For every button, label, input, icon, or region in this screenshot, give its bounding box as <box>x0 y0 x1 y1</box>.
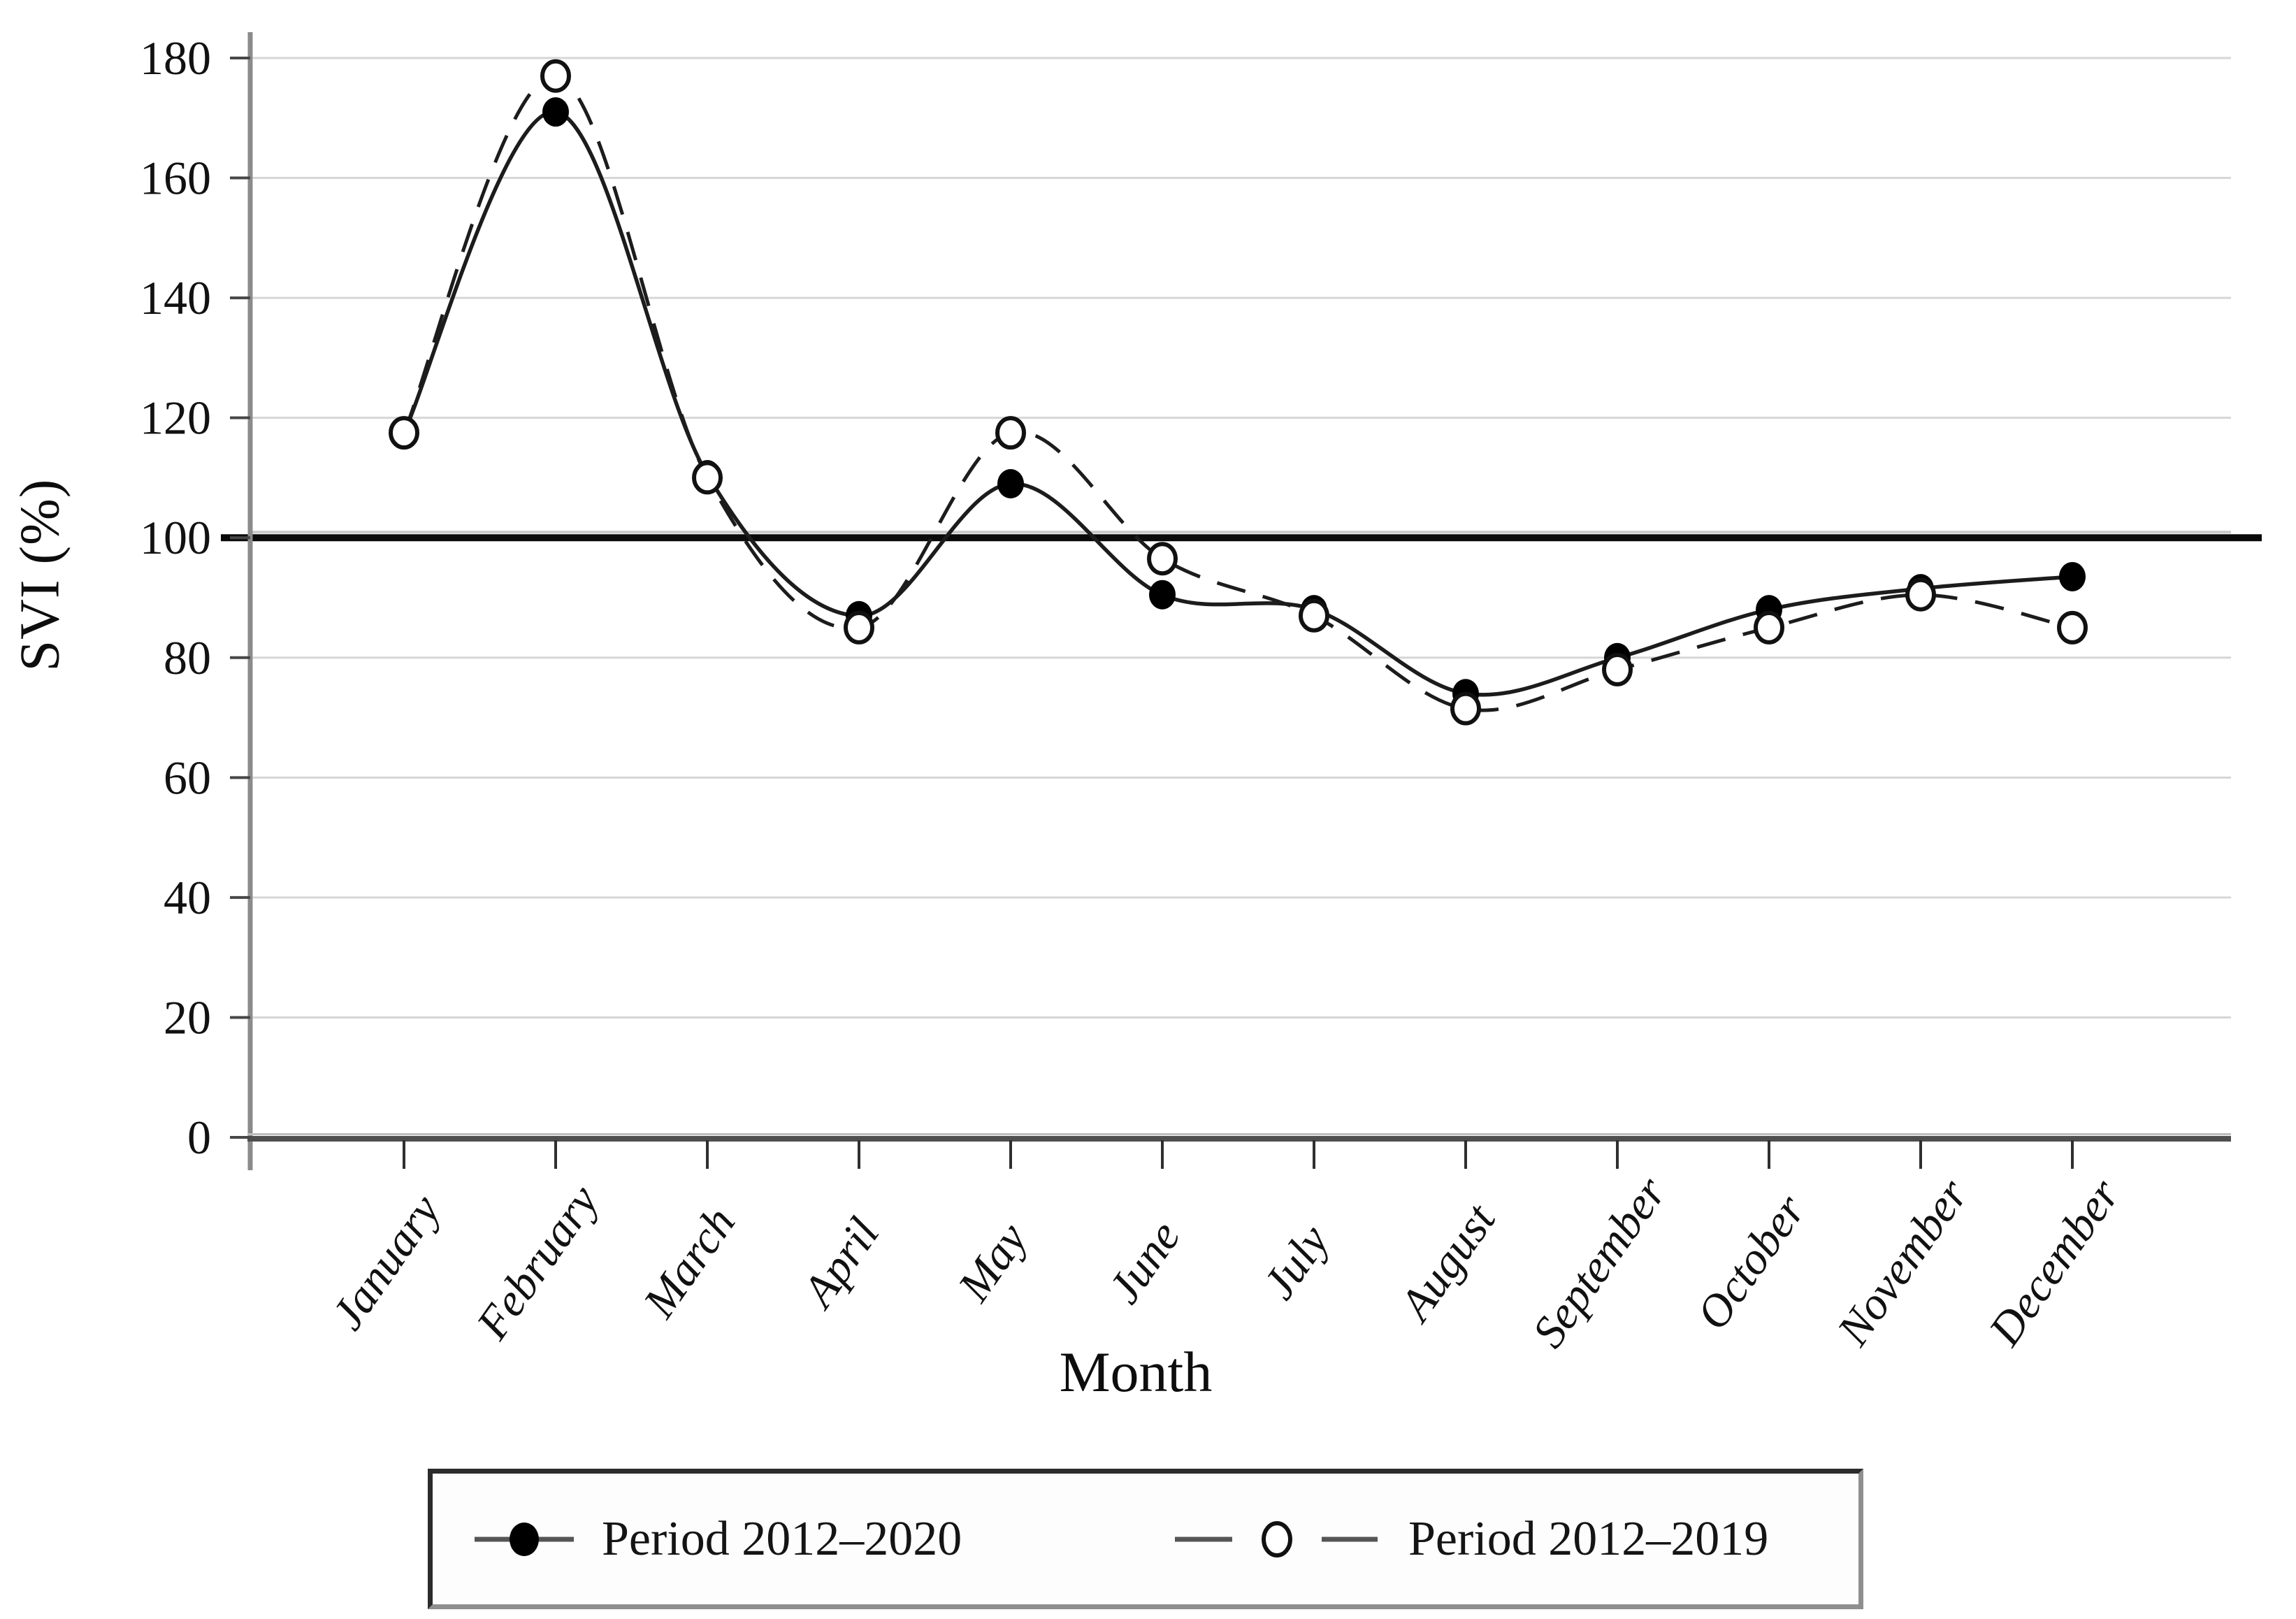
y-tick-label: 100 <box>140 511 211 564</box>
x-tick-label: January <box>322 1186 450 1339</box>
x-axis-title: Month <box>1059 1340 1213 1404</box>
data-point-open-may <box>995 416 1026 450</box>
data-point-open-december <box>2057 610 2088 645</box>
x-tick-label: February <box>466 1176 609 1348</box>
legend-label: Period 2012–2019 <box>1408 1511 1769 1566</box>
legend-label: Period 2012–2020 <box>602 1511 962 1566</box>
legend: Period 2012–2020 Period 2012–2019 <box>428 1469 1863 1609</box>
y-tick-label: 160 <box>140 152 211 205</box>
data-point-open-february <box>540 59 571 93</box>
x-tick-label: April <box>791 1209 889 1318</box>
x-tick-label: October <box>1687 1186 1815 1339</box>
data-point-open-november <box>1905 577 1936 612</box>
y-axis-title: SVI (%) <box>9 478 71 672</box>
x-tick-label: September <box>1523 1167 1677 1356</box>
x-tick-label: March <box>633 1198 745 1327</box>
y-tick-label: 20 <box>164 991 211 1044</box>
data-point-open-september <box>1602 652 1633 686</box>
data-point-filled-june <box>1149 580 1176 610</box>
legend-item-period-2012-2020: Period 2012–2020 <box>473 1511 962 1567</box>
x-tick-label: November <box>1827 1170 1978 1355</box>
filled-circle-solid-line-icon <box>475 1522 574 1556</box>
series-line-solid <box>402 110 2073 697</box>
x-tick-label: December <box>1979 1170 2130 1355</box>
data-point-open-april <box>844 610 874 645</box>
x-tick-labels: January February March April May June July Augu… <box>322 1167 2130 1356</box>
data-point-open-july <box>1299 598 1329 633</box>
y-tick-label: 0 <box>187 1111 211 1164</box>
y-tick-label: 40 <box>164 871 211 924</box>
data-point-open-january <box>389 416 419 450</box>
axis-ticks <box>230 56 2074 1169</box>
data-point-filled-december <box>2059 561 2086 591</box>
y-tick-label: 180 <box>140 31 211 85</box>
data-point-filled-may <box>997 468 1024 498</box>
y-tick-label: 140 <box>140 271 211 324</box>
data-point-filled-february <box>542 97 569 127</box>
y-tick-label: 60 <box>164 751 211 804</box>
legend-item-period-2012-2019: Period 2012–2019 <box>1172 1511 1768 1567</box>
series-lines <box>402 74 2073 712</box>
data-point-open-march <box>692 461 723 495</box>
x-tick-label: June <box>1099 1212 1190 1313</box>
data-point-open-june <box>1147 542 1178 576</box>
series-markers <box>389 59 2088 726</box>
open-circle-dashed-line-icon <box>1175 1520 1378 1557</box>
series-line-dashed <box>402 74 2073 712</box>
y-tick-labels: 0 20 40 60 80 100 120 140 160 180 <box>140 31 211 1164</box>
data-point-open-october <box>1754 610 1784 645</box>
reference-line-100 <box>221 531 2262 542</box>
y-tick-label: 120 <box>140 391 211 445</box>
x-tick-label: May <box>948 1214 1037 1311</box>
y-tick-label: 80 <box>164 631 211 684</box>
x-tick-label: July <box>1253 1216 1339 1308</box>
gridlines <box>250 57 2231 1019</box>
data-point-open-august <box>1450 691 1481 726</box>
axes <box>247 32 2231 1170</box>
x-tick-label: August <box>1389 1194 1506 1332</box>
